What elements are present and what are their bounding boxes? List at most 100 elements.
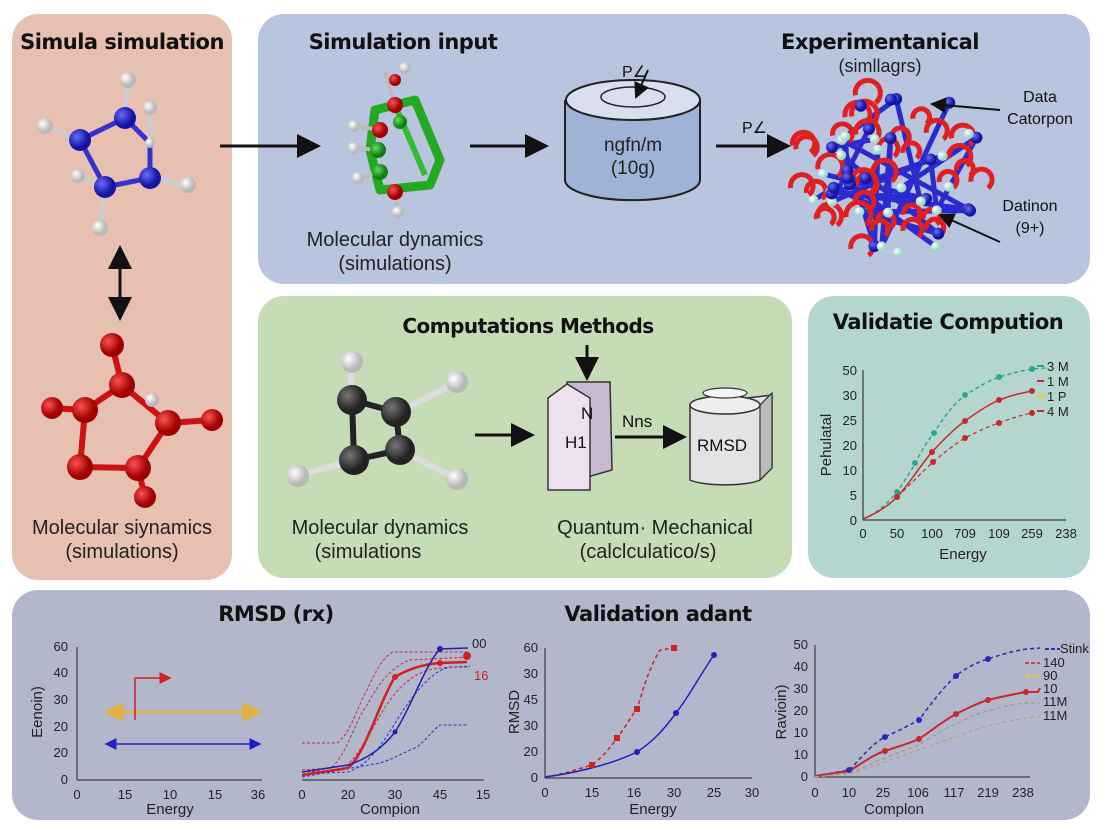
validation-chart-c: 0 20 30 45 30 60 0 15 16 30 25 30 Energy… [506,640,759,818]
protein-atom [883,207,894,218]
protein-bond [840,137,970,212]
rmsd-cylinder-label: RMSD [697,436,748,455]
protein-helix [852,189,877,211]
series-line [814,702,1040,778]
y-axis-label: RMSD [506,690,523,734]
annotation-arrow [938,213,1001,243]
protein-atom [930,241,941,252]
x-tick: 0 [811,785,818,800]
validation-section-title: Validation adant [564,602,752,626]
protein-atom [876,241,887,252]
protein-atom [943,96,956,109]
x-tick: 10 [163,787,177,802]
series-label: 16 [474,668,488,683]
computational-methods-title: Computations Methods [402,314,654,338]
series-1m-line [862,390,1033,520]
protein-bond [859,208,971,215]
annotation-arrow [930,97,1001,114]
y-tick: 20 [54,719,68,734]
x-tick: 50 [890,526,904,541]
protein-atom [932,227,945,240]
rmsd-chart-a: 0 20 20 30 40 60 0 15 10 15 36 Energy Ee… [29,639,265,818]
protein-helix [852,77,883,105]
x-tick: 0 [73,787,80,802]
y-tick: 60 [54,639,68,654]
x-tick: 238 [1055,526,1077,541]
x-axis-label: Energy [939,546,987,563]
protein-helix [936,168,960,190]
protein-bond [879,137,894,247]
left-panel-caption-line1: Molecular siynamics [31,517,213,539]
series-line [301,647,469,773]
legend-label: 1 M [1047,374,1069,389]
x-tick: 25 [707,785,721,800]
x-tick: 30 [745,785,759,800]
red-series-line [544,647,675,778]
series-line [301,660,468,777]
legend-label: 11M [1043,694,1067,709]
data-cylinder-icon [564,69,701,202]
y-tick: 50 [794,637,808,652]
protein-atom [826,141,839,154]
experimental-subtitle: (simllagrs) [838,56,922,76]
y-axis-label: Pehulatal [818,414,835,477]
y-tick: 30 [524,718,538,733]
protein-structure-icon [788,77,995,258]
protein-atom [817,168,828,179]
y-tick: 60 [524,640,538,655]
annotation-datinon-line1: Datinon [1002,198,1058,215]
series-line [301,656,471,771]
protein-atom [836,150,847,161]
y-axis-label: Raviоin) [773,684,790,739]
series-line [814,687,1041,777]
protein-helix [923,117,950,141]
annotation-data-line2: Catorpon [1007,111,1073,128]
protein-helix [803,178,829,201]
x-axis-label: Energy [629,801,677,818]
series-line [814,647,1041,777]
right-panel [808,296,1090,578]
left-panel-title: Simula simulation [20,30,224,54]
y-tick: 30 [843,388,857,403]
series-line [301,665,471,773]
x-tick: 10 [842,785,856,800]
cylinder-line1: ngfn/m [603,135,663,156]
x-tick: 30 [388,787,402,802]
protein-atom [872,144,883,155]
protein-helix [788,172,816,197]
x-tick: 15 [208,787,222,802]
x-axis-label: Compion [360,801,420,818]
red-step-arrow [134,672,172,720]
protein-helix [869,218,891,238]
protein-atom [827,181,840,194]
red-ring-molecule-icon [41,333,223,508]
protein-helix [945,143,974,168]
document-line2: H1 [565,433,587,452]
x-tick: 25 [876,785,890,800]
protein-atom [808,195,819,206]
protein-bond [928,159,940,211]
protein-atom [827,196,838,207]
y-tick: 0 [531,770,538,785]
x-tick: 15 [118,787,132,802]
cylinder-pointer-label: P∠ [622,64,648,81]
y-tick: 20 [794,703,808,718]
y-tick: 0 [850,513,857,528]
x-tick: 15 [585,785,599,800]
protein-atom [884,132,897,145]
cyclobutadiene-molecule-icon [287,351,468,490]
protein-helix [900,140,923,160]
legend-label: 90 [1043,668,1057,683]
x-tick: 0 [298,787,305,802]
y-tick: 30 [54,692,68,707]
series-label: 00 [472,636,486,651]
annotation-datinon-line2: (9+) [1015,220,1045,237]
series-line [302,651,470,744]
protein-atom [924,153,937,166]
x-tick: 219 [977,785,999,800]
protein-atom [915,196,926,207]
rmsd-cylinder-icon [689,387,773,486]
x-tick: 0 [541,785,548,800]
protein-atom [963,128,974,139]
